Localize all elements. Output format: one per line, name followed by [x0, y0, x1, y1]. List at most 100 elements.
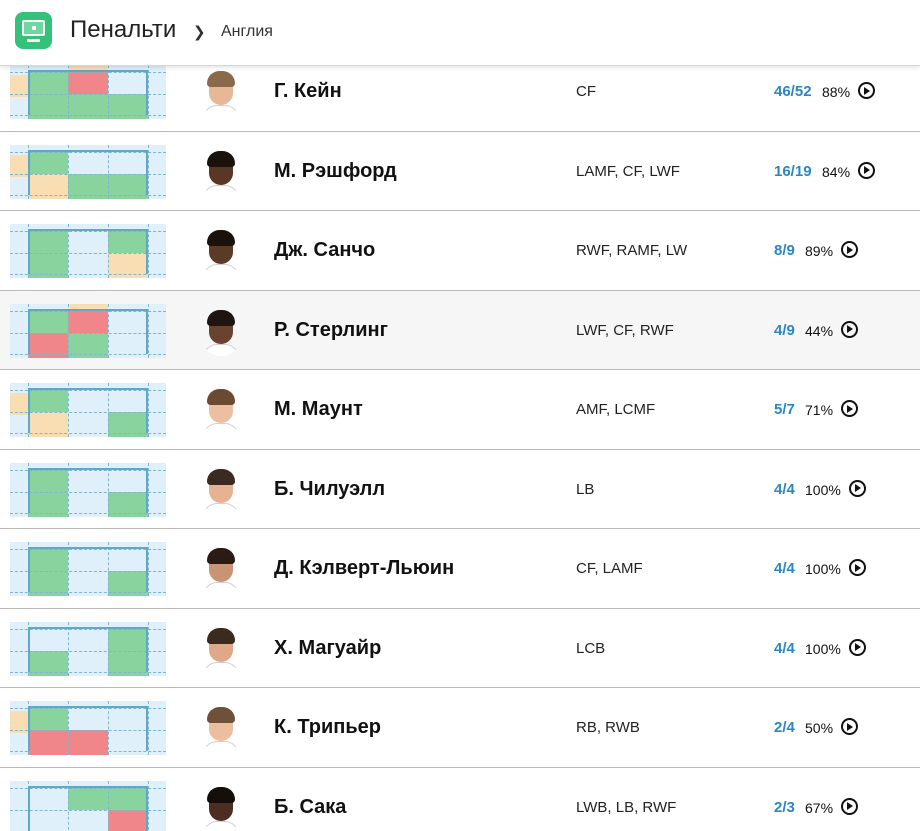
player-name[interactable]: Б. Сака: [274, 795, 347, 818]
zone-cell: [68, 730, 108, 755]
player-name[interactable]: М. Маунт: [274, 398, 363, 420]
zone-cell: [68, 65, 108, 72]
zone-cell: [68, 390, 108, 412]
zone-cell: [108, 549, 148, 571]
zone-cell-wide: [10, 154, 28, 177]
zone-cell: [108, 650, 148, 676]
player-positions: RWF, RAMF, LW: [576, 242, 688, 259]
play-video-icon[interactable]: [841, 241, 858, 258]
play-video-icon[interactable]: [858, 82, 875, 99]
zone-cell: [108, 332, 148, 358]
zone-cell: [68, 224, 108, 231]
zone-cell: [28, 390, 68, 412]
player-name[interactable]: Г. Кейн: [274, 80, 342, 102]
player-positions: LB: [576, 480, 595, 498]
penalty-score: 2/4: [774, 719, 795, 736]
zone-cell: [68, 469, 108, 492]
play-video-icon[interactable]: [841, 797, 858, 815]
player-name[interactable]: К. Трипьер: [274, 716, 382, 738]
zone-cell: [68, 383, 108, 390]
penalty-score: 2/3: [774, 798, 795, 816]
goal-frame: [28, 70, 148, 115]
zone-cell: [108, 94, 148, 119]
zone-cell: [108, 542, 148, 549]
penalty-zone-grid: [10, 224, 166, 278]
zone-cell: [68, 650, 108, 676]
player-avatar: [199, 308, 243, 356]
football-goal-icon[interactable]: [15, 12, 52, 49]
player-name[interactable]: Р. Стерлинг: [274, 318, 388, 341]
zone-cell: [28, 253, 68, 278]
zone-cell: [108, 787, 148, 810]
player-avatar: [199, 705, 243, 753]
play-video-icon[interactable]: [858, 161, 875, 179]
penalty-zone-grid: [10, 621, 166, 676]
zone-cell: [28, 628, 68, 651]
player-positions: LAMF, CF, LWF: [576, 162, 680, 180]
player-row[interactable]: М. Маунт AMF, LCMF 5/7 71%: [0, 370, 920, 450]
player-row[interactable]: Д. Кэлверт-Льюин CF, LAMF 4/4 100%: [0, 529, 920, 609]
goal-frame: [28, 547, 148, 592]
penalty-percentage: 100%: [805, 640, 841, 657]
player-avatar: [199, 387, 243, 435]
zone-cell: [28, 650, 68, 676]
player-name[interactable]: М. Рэшфорд: [274, 159, 397, 182]
play-video-icon[interactable]: [849, 559, 866, 576]
zone-cell: [108, 310, 148, 333]
play-video-icon[interactable]: [841, 320, 858, 338]
zone-cell: [68, 708, 108, 730]
penalty-zone-grid: [10, 303, 166, 358]
zone-cell: [28, 730, 68, 755]
player-row[interactable]: К. Трипьер RB, RWB 2/4 50%: [0, 688, 920, 768]
player-name[interactable]: Х. Магуайр: [274, 636, 382, 659]
penalty-score: 4/4: [774, 560, 795, 577]
goal-frame: [28, 706, 148, 751]
zone-cell-wide: [10, 711, 28, 733]
zone-cell: [68, 542, 108, 549]
zone-cell: [108, 701, 148, 708]
penalty-zone-grid: [10, 462, 166, 517]
zone-cell: [108, 303, 148, 311]
player-positions: CF: [576, 83, 596, 100]
goal-frame: [28, 388, 148, 433]
penalty-percentage: 67%: [805, 799, 834, 816]
player-row[interactable]: Б. Чилуэлл LB 4/4 100%: [0, 449, 920, 529]
zone-cell: [68, 332, 108, 358]
zone-cell: [108, 173, 148, 199]
zone-cell: [68, 491, 108, 517]
zone-cell: [28, 151, 68, 174]
player-row[interactable]: Б. Сака LWB, LB, RWF 2/3 67%: [0, 767, 920, 831]
goal-frame: [28, 149, 148, 195]
player-name[interactable]: Дж. Санчо: [274, 239, 376, 261]
penalty-percentage: 44%: [805, 322, 834, 339]
zone-cell: [68, 310, 108, 333]
penalty-score: 46/52: [774, 83, 812, 100]
player-row[interactable]: Х. Магуайр LCB 4/4 100%: [0, 608, 920, 688]
zone-cell: [108, 621, 148, 629]
zone-cell: [108, 628, 148, 651]
play-video-icon[interactable]: [849, 638, 866, 656]
penalty-score: 5/7: [774, 401, 795, 418]
zone-cell: [68, 144, 108, 152]
app-header: Пенальти ❯ Англия: [0, 0, 920, 66]
player-positions: RB, RWB: [576, 719, 640, 736]
play-video-icon[interactable]: [841, 400, 858, 417]
zone-cell: [28, 621, 68, 629]
zone-cell: [28, 231, 68, 253]
zone-cell: [108, 383, 148, 390]
zone-cell: [108, 412, 148, 437]
player-avatar: [199, 546, 243, 594]
player-row[interactable]: Р. Стерлинг LWF, CF, RWF 4/9 44%: [0, 290, 920, 370]
breadcrumb-country[interactable]: Англия: [221, 23, 273, 40]
player-row[interactable]: М. Рэшфорд LAMF, CF, LWF 16/19 84%: [0, 131, 920, 211]
goal-frame: [28, 467, 148, 513]
play-video-icon[interactable]: [849, 479, 866, 497]
player-name[interactable]: Д. Кэлверт-Льюин: [274, 557, 455, 579]
play-video-icon[interactable]: [841, 718, 858, 735]
player-name[interactable]: Б. Чилуэлл: [274, 477, 386, 500]
zone-cell: [28, 787, 68, 810]
player-row[interactable]: Дж. Санчо RWF, RAMF, LW 8/9 89%: [0, 211, 920, 291]
player-avatar: [199, 785, 243, 831]
zone-cell: [68, 253, 108, 278]
zone-cell: [68, 412, 108, 437]
